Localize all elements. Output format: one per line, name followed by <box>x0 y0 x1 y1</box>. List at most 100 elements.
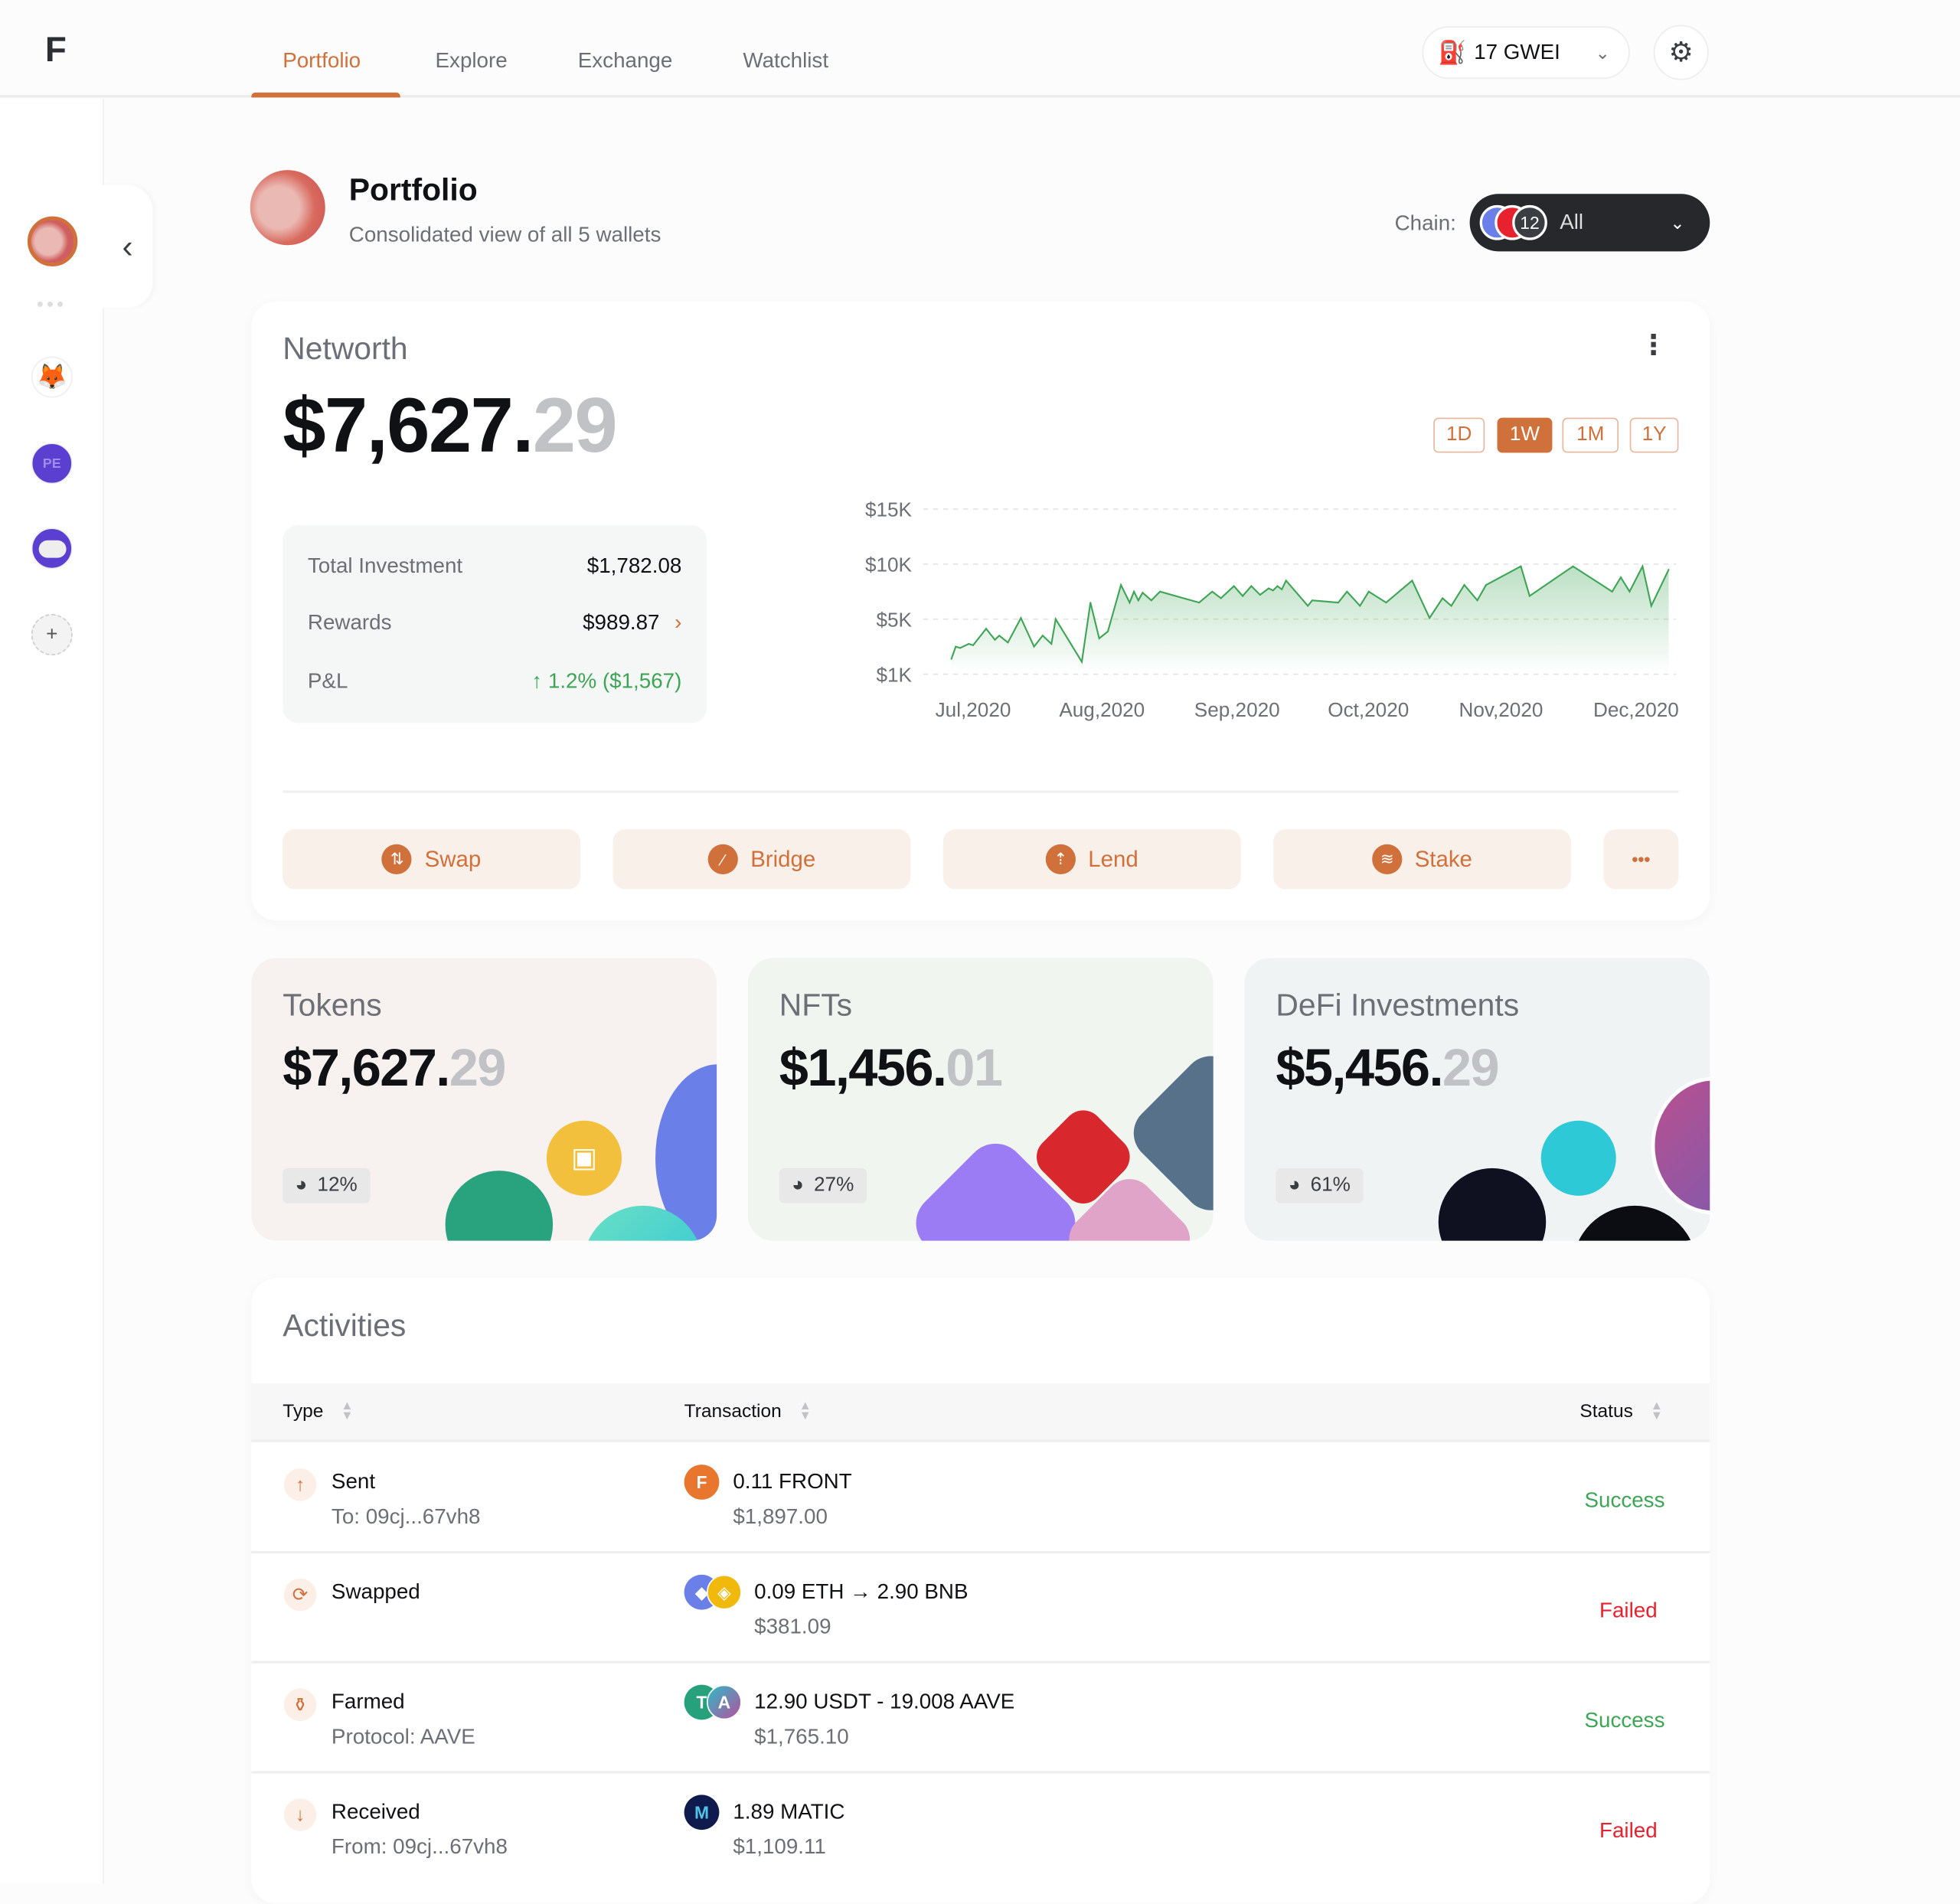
lend-icon: ⇡ <box>1045 844 1076 874</box>
column-status-label: Status <box>1579 1400 1633 1422</box>
pancakeswap-icon <box>1540 1120 1616 1196</box>
swap-cycle-icon: ⟳ <box>283 1578 317 1612</box>
sort-icon[interactable]: ▲ ▼ <box>1650 1399 1663 1423</box>
data-point <box>1485 584 1487 586</box>
pnl-value: ↑ 1.2% ($1,567) <box>531 669 682 694</box>
rewards-label: Rewards <box>307 610 392 635</box>
pnl-row: P&L ↑ 1.2% ($1,567) <box>308 669 681 694</box>
data-point <box>1150 599 1152 602</box>
transaction-value: $1,765.10 <box>754 1724 849 1749</box>
data-point <box>1367 590 1370 593</box>
nfts-cents: 01 <box>946 1037 1003 1097</box>
stake-icon: ≋ <box>1372 844 1403 874</box>
wallet-metamask[interactable]: 🦊 <box>31 356 73 398</box>
swap-button[interactable]: ⇅ Swap <box>283 829 581 890</box>
table-row[interactable]: ⟳ Swapped ◆ ◈ 0.09 ETH → 2.90 BNB $381.0… <box>251 1553 1710 1664</box>
nfts-card[interactable]: NFTs $1,456.01 ◕ 27% <box>747 958 1214 1241</box>
activities-title: Activities <box>283 1308 407 1344</box>
chevron-down-icon: ⌄ <box>1670 211 1685 233</box>
timeframe-1d[interactable]: 1D <box>1433 417 1485 453</box>
data-point <box>1268 587 1270 589</box>
table-row[interactable]: ↑ Sent To: 09cj...67vh8 F 0.11 FRONT $1,… <box>251 1443 1710 1554</box>
data-point <box>1429 617 1431 619</box>
bridge-button[interactable]: ⁄ Bridge <box>612 829 911 890</box>
lend-label: Lend <box>1088 846 1138 871</box>
divider <box>283 790 1679 793</box>
networth-cents: 29 <box>532 382 618 469</box>
data-point <box>1120 584 1122 586</box>
data-point <box>1572 565 1574 567</box>
activity-type: Received <box>331 1799 420 1824</box>
defi-share-badge: ◕ 61% <box>1276 1168 1364 1203</box>
more-actions-button[interactable]: ••• <box>1603 829 1679 890</box>
activity-detail: Protocol: AAVE <box>331 1724 475 1749</box>
tab-portfolio[interactable]: Portfolio <box>283 48 361 73</box>
rewards-value: $989.87 <box>583 610 660 635</box>
gas-pump-icon: ⛽ <box>1438 39 1467 65</box>
y-tick-label: $10K <box>865 554 913 576</box>
data-point <box>955 645 957 648</box>
matic-token-icon: M <box>684 1795 720 1831</box>
timeframe-1w[interactable]: 1W <box>1497 417 1553 453</box>
data-point <box>1337 602 1339 604</box>
add-wallet-button[interactable]: + <box>31 614 73 656</box>
gas-price-dropdown[interactable]: ⛽ 17 GWEI ⌄ <box>1422 26 1630 79</box>
y-tick-label: $15K <box>865 498 913 521</box>
gas-price: 17 GWEI <box>1474 40 1560 64</box>
collapse-sidebar-button[interactable]: ‹ <box>102 185 153 308</box>
stake-button[interactable]: ≋ Stake <box>1273 829 1571 890</box>
activity-detail: To: 09cj...67vh8 <box>331 1504 481 1529</box>
app-logo[interactable]: F <box>44 30 67 69</box>
data-point <box>1211 590 1214 593</box>
data-point <box>1668 569 1670 570</box>
wallet-all-active[interactable] <box>27 216 78 266</box>
binance-coin-icon: ▣ <box>546 1120 622 1196</box>
bnb-token-icon: ◈ <box>707 1574 742 1610</box>
tab-explore[interactable]: Explore <box>435 48 508 73</box>
rewards-row[interactable]: Rewards $989.87 › <box>308 610 681 635</box>
timeframe-1y[interactable]: 1Y <box>1629 417 1679 453</box>
data-point <box>994 638 996 641</box>
arrow-down-icon: ↓ <box>283 1798 317 1831</box>
status-badge: Success <box>1584 1708 1665 1733</box>
settings-button[interactable]: ⚙ <box>1653 24 1709 80</box>
lend-button[interactable]: ⇡ Lend <box>942 829 1241 890</box>
chain-dropdown[interactable]: 12 All ⌄ <box>1469 194 1710 252</box>
tab-exchange[interactable]: Exchange <box>577 48 673 73</box>
data-point <box>1250 585 1253 587</box>
column-transaction[interactable]: Transaction ▲ ▼ <box>684 1399 812 1423</box>
sort-icon[interactable]: ▲ ▼ <box>341 1399 354 1423</box>
data-point <box>1020 617 1022 619</box>
total-investment-value: $1,782.08 <box>586 554 682 578</box>
wallet-pe2c[interactable]: PE <box>31 443 73 485</box>
chain-value: All <box>1560 210 1584 234</box>
nfts-whole: $1,456. <box>779 1037 947 1097</box>
chain-count-badge: 12 <box>1512 204 1547 240</box>
swap-icon: ⇅ <box>382 844 413 874</box>
wallet-ghost[interactable] <box>31 527 73 570</box>
column-status[interactable]: Status ▲ ▼ <box>1579 1399 1663 1423</box>
sort-icon[interactable]: ▲ ▼ <box>799 1399 812 1423</box>
nfts-share-badge: ◕ 27% <box>779 1168 867 1203</box>
column-type-label: Type <box>283 1400 324 1422</box>
protocol-icon <box>1438 1168 1547 1241</box>
activity-type: Farmed <box>331 1690 405 1714</box>
table-row[interactable]: ↓ Received From: 09cj...67vh8 M 1.89 MAT… <box>251 1773 1710 1884</box>
defi-card[interactable]: DeFi Investments $5,456.29 ◕ 61% <box>1244 958 1710 1241</box>
fox-icon: 🦊 <box>36 364 68 392</box>
status-badge: Failed <box>1599 1598 1658 1622</box>
data-point <box>1129 602 1131 604</box>
tab-watchlist[interactable]: Watchlist <box>743 48 829 73</box>
chevron-right-icon[interactable]: › <box>675 610 682 635</box>
data-point <box>1442 597 1444 599</box>
tokens-card[interactable]: Tokens $7,627.29 ◕ 12% ▣ <box>251 958 717 1241</box>
data-point <box>1137 599 1139 602</box>
nfts-title: NFTs <box>779 988 853 1024</box>
investment-summary: Total Investment $1,782.08 Rewards $989.87… <box>283 525 707 723</box>
more-options-icon[interactable]: ⋮ <box>1639 328 1668 361</box>
timeframe-1m[interactable]: 1M <box>1562 417 1619 453</box>
activity-type: Swapped <box>331 1579 420 1604</box>
defi-amount: $5,456.29 <box>1276 1038 1499 1098</box>
table-row[interactable]: ⚱ Farmed Protocol: AAVE T A 12.90 USDT -… <box>251 1663 1710 1774</box>
column-type[interactable]: Type ▲ ▼ <box>283 1399 354 1423</box>
